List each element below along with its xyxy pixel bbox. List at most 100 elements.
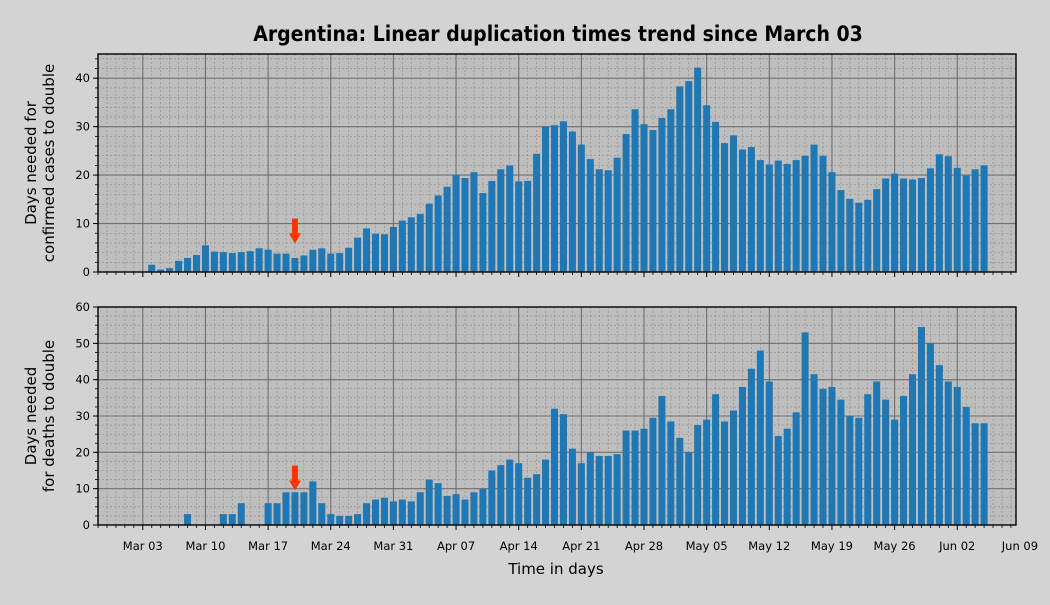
bar <box>801 332 809 525</box>
y-tick-label: 20 <box>75 445 90 459</box>
y-axis-label-line: for deaths to double <box>40 340 58 492</box>
bar <box>953 167 961 272</box>
bar <box>524 180 532 272</box>
x-tick-label: Jun 02 <box>938 539 975 553</box>
bar <box>649 417 657 525</box>
bar <box>434 483 442 525</box>
bar <box>917 178 925 272</box>
bar <box>900 396 908 525</box>
bar <box>309 481 317 525</box>
x-axis-label: Time in days <box>507 560 604 578</box>
bar <box>488 470 496 525</box>
bar <box>515 181 523 272</box>
chart-title: Argentina: Linear duplication times tren… <box>253 22 863 46</box>
bar <box>882 178 890 272</box>
bar <box>944 381 952 525</box>
x-tick-label: Mar 24 <box>311 539 351 553</box>
bar <box>864 394 872 525</box>
cases-panel: 0 10 20 30 40 Days needed forconfirmed cases … <box>22 53 1017 279</box>
bar <box>425 203 433 272</box>
bar <box>318 248 326 272</box>
bar <box>363 228 371 272</box>
bar <box>407 501 415 525</box>
bar <box>828 172 836 272</box>
bar <box>336 253 344 272</box>
bar <box>640 124 648 272</box>
bar <box>327 253 335 272</box>
bar <box>193 255 200 272</box>
bar <box>765 164 773 272</box>
bar <box>282 492 290 525</box>
bar <box>658 117 666 273</box>
bar <box>721 143 729 272</box>
bar <box>246 251 254 272</box>
bar <box>873 189 881 272</box>
y-axis-label-line: confirmed cases to double <box>40 64 58 262</box>
bar <box>398 220 406 272</box>
bar <box>909 179 916 272</box>
bar <box>944 156 952 272</box>
bar <box>559 121 567 273</box>
x-tick-label: Mar 10 <box>185 539 225 553</box>
bar <box>533 474 541 525</box>
y-axis-label: Days neededfor deaths to double <box>22 340 58 492</box>
bar <box>586 452 594 525</box>
bar <box>783 163 791 272</box>
plot-frame <box>97 306 1017 526</box>
bar <box>891 419 899 525</box>
bar <box>166 268 174 272</box>
bar <box>676 86 684 272</box>
bar <box>953 386 961 525</box>
bar <box>783 428 791 525</box>
bar <box>765 381 773 525</box>
bar <box>228 514 236 525</box>
bar <box>184 514 192 525</box>
bar <box>443 186 451 272</box>
bar <box>219 514 227 525</box>
bar <box>506 459 514 525</box>
bar <box>774 435 782 525</box>
bar <box>926 343 934 525</box>
bar <box>201 245 209 272</box>
bar <box>962 406 970 525</box>
bar <box>730 410 737 525</box>
bar <box>148 264 156 272</box>
bar <box>864 199 872 272</box>
bar <box>551 125 558 272</box>
bar <box>533 153 541 272</box>
event-marker-shaft <box>291 465 298 482</box>
bar <box>318 503 326 525</box>
bar <box>935 154 943 272</box>
bar <box>488 180 496 272</box>
event-marker-arrow <box>288 480 301 491</box>
bar <box>264 249 272 272</box>
bar <box>577 144 585 272</box>
bar <box>443 495 451 525</box>
bar <box>694 425 702 525</box>
bar <box>891 173 899 272</box>
bar <box>291 492 299 525</box>
bar <box>273 253 281 272</box>
bar <box>685 81 693 272</box>
event-marker-shaft <box>291 218 298 235</box>
x-tick-label: Mar 03 <box>123 539 163 553</box>
y-tick-label: 30 <box>75 120 90 134</box>
bar <box>747 368 755 525</box>
deaths-panel: 0 10 20 30 40 50 60 Days neededfor deaths to do… <box>22 300 1017 532</box>
bar <box>291 257 299 272</box>
bar <box>434 195 442 272</box>
bar <box>846 198 854 272</box>
bar <box>175 260 183 272</box>
y-tick-label: 10 <box>75 217 90 231</box>
bar <box>694 67 702 272</box>
x-tick-label: May 19 <box>811 539 853 553</box>
x-axis-ticks: Mar 03 Mar 10 Mar 17 Mar 24 Mar 31 Apr 07 Apr … <box>123 539 1038 553</box>
y-tick-label: 20 <box>75 168 90 182</box>
bar <box>604 455 612 525</box>
bar <box>354 514 362 525</box>
bar <box>184 257 192 272</box>
bar <box>962 175 970 272</box>
bar <box>712 394 720 525</box>
